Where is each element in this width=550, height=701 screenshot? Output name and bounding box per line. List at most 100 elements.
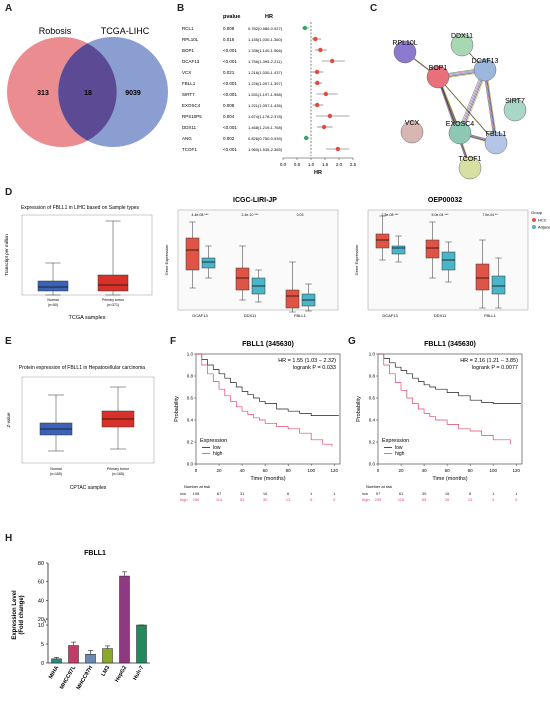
forest-x-axis-label: HR xyxy=(314,170,322,176)
forest-pvalue: 0.008 xyxy=(223,26,235,31)
forest-hr-text: 0.826(0.750-0.939) xyxy=(248,136,283,141)
forest-pvalue: 0.021 xyxy=(223,70,235,75)
gplot-risk-title: Number at risk xyxy=(366,484,392,489)
d-left-title: Expression of FBLL1 in LIHC based on Sam… xyxy=(21,205,140,211)
forest-hr-text: 1.756(1.395-2.211) xyxy=(248,59,282,64)
forest-gene-label: DDX11 xyxy=(182,125,197,130)
gplot-frame xyxy=(377,353,523,465)
dright-legend-label: Adjacent xyxy=(538,225,550,230)
network-node-label: TCOF1 xyxy=(459,156,482,163)
forest-point xyxy=(302,25,308,31)
fplot-y-tick-label: 0.2 xyxy=(187,440,194,445)
gplot-risk-count: 13 xyxy=(468,497,473,502)
fplot-risk-count: 1 xyxy=(333,491,336,496)
forest-hr-text: 1.216(1.030-1.437) xyxy=(248,70,283,75)
forest-point xyxy=(314,102,320,108)
dright-legend-title: Group xyxy=(531,210,543,215)
d-left-x-tick-label: (n=371) xyxy=(107,303,119,307)
h-bar xyxy=(136,624,147,664)
dmid-x-tick-label: FBLL1 xyxy=(294,313,307,318)
gplot-risk-count: 30 xyxy=(422,491,427,496)
fplot-risk-count: 0 xyxy=(333,497,336,502)
network-node xyxy=(484,131,508,155)
venn-overlap xyxy=(58,43,117,141)
h-bar xyxy=(68,645,79,664)
fplot-y-label: Probability xyxy=(174,396,180,422)
h-y-label: (Fold change) xyxy=(19,595,25,634)
forest-hr-text: 1.674(1.178-2.378) xyxy=(248,114,283,119)
dmid-hcc-box xyxy=(285,289,300,309)
forest-x-tick-label: 0.0 xyxy=(280,162,287,167)
dright-adjacent-box xyxy=(491,275,506,295)
gplot-risk-count: 3 xyxy=(492,497,495,502)
fplot-risk-title: Number at risk xyxy=(184,484,210,489)
forest-gene-label: TCOF1 xyxy=(182,147,197,152)
forest-point xyxy=(318,47,323,53)
e-title: Protein expression of FBLL1 in Hepatocel… xyxy=(19,365,145,371)
dmid-pvalue-label: 2.4e-10 *** xyxy=(242,213,260,217)
panel-label-h: H xyxy=(5,533,13,544)
d-left-x-tick-label: Normal xyxy=(47,298,59,302)
venn-left-name: Robosis xyxy=(39,26,72,36)
forest-point xyxy=(335,146,341,152)
fplot-legend-label: high xyxy=(213,451,223,457)
gplot-x-tick-label: 60 xyxy=(445,468,451,473)
forest-gene-label: RCL1 xyxy=(182,26,194,31)
d-left-x-tick-label: (n=50) xyxy=(48,303,58,307)
dmid-x-tick-label: DDX11 xyxy=(244,313,257,318)
ppi-network: RPL10L DDX11 DCAF13 BOP1 SIRT7 VCX EXOSC4 FBLL1… xyxy=(392,33,527,180)
dright-x-tick-label: FBLL1 xyxy=(484,313,497,318)
network-node-label: DDX11 xyxy=(451,33,473,40)
dmid-pvalue-label: 0.03 xyxy=(297,213,304,217)
gplot-risk-count: 0 xyxy=(515,497,518,502)
forest-point xyxy=(313,36,318,42)
fplot-x-tick-label: 60 xyxy=(263,468,269,473)
fplot-x-tick-label: 100 xyxy=(307,468,315,473)
gplot-risk-count: 55 xyxy=(422,497,427,502)
h-axis-break: // xyxy=(43,619,47,625)
network-node-label: DCAF13 xyxy=(472,58,499,65)
forest-hr-text: 1.960(1.535-2.365) xyxy=(248,147,283,152)
forest-gene-label: RPS10P5 xyxy=(182,114,202,119)
gplot-x-tick-label: 40 xyxy=(422,468,428,473)
dmid-hcc-box xyxy=(235,267,250,291)
h-bar xyxy=(85,654,96,664)
h-bar xyxy=(51,658,62,664)
forest-pvalue: <0.001 xyxy=(223,147,237,152)
dright-hcc-box xyxy=(425,239,440,259)
dright-legend-swatch xyxy=(532,218,536,222)
gplot-low-curve xyxy=(378,353,521,404)
forest-point xyxy=(303,135,309,141)
d-left-y-label: Transcript per million xyxy=(4,234,9,276)
h-y-label: Expression Level xyxy=(12,590,18,640)
fplot-x-tick-label: 20 xyxy=(217,468,223,473)
gplot-risk-count: 61 xyxy=(399,491,404,496)
forest-x-tick-label: 1.0 xyxy=(308,162,315,167)
cptac-boxplot: Protein expression of FBLL1 in Hepatocel… xyxy=(6,365,155,491)
gplot-risk-count: 1 xyxy=(492,491,495,496)
fplot-risk-count: 6 xyxy=(287,491,290,496)
fplot-y-tick-label: 1.0 xyxy=(187,352,194,357)
forest-gene-label: VCX xyxy=(182,70,191,75)
venn-right-name: TCGA-LIHC xyxy=(101,26,150,36)
forest-gene-label: DCAF13 xyxy=(182,59,200,64)
network-edge xyxy=(436,76,470,168)
h-y-tick-label: 0 xyxy=(41,661,44,667)
forest-hr-text: 0.782(0.980-0.927) xyxy=(248,26,283,31)
dmid-hcc-box xyxy=(185,237,200,271)
gplot-y-tick-label: 1.0 xyxy=(369,352,376,357)
network-node-label: BOP1 xyxy=(429,65,448,72)
dmid-adjacent-box xyxy=(201,257,216,269)
panel-label-c: C xyxy=(370,3,378,14)
forest-hr-text: 1.531(1.197-1.958) xyxy=(248,92,283,97)
forest-pvalue-header: pvalue xyxy=(223,14,240,20)
gplot-x-tick-label: 100 xyxy=(489,468,497,473)
fplot-x-tick-label: 120 xyxy=(330,468,338,473)
panel-label-f: F xyxy=(170,336,177,347)
forest-x-tick-label: 2.0 xyxy=(336,162,343,167)
forest-pvalue: <0.001 xyxy=(223,125,237,130)
gplot-y-tick-label: 0.6 xyxy=(369,396,376,401)
h-y-tick-label: 5 xyxy=(41,642,44,648)
h-y-tick-label: 10 xyxy=(38,623,44,629)
